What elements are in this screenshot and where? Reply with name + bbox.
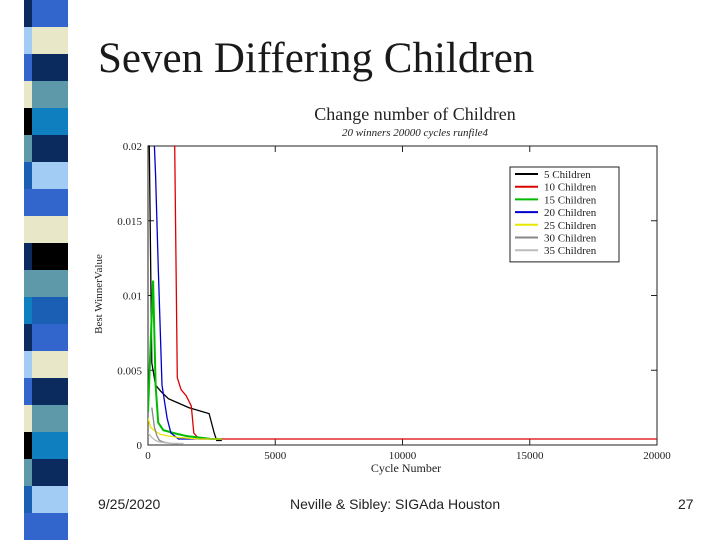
series-line-20-children [153,145,222,440]
stripe-edge-block [24,216,32,243]
slide-title: Seven Differing Children [98,35,535,82]
stripe-edge-block [24,405,32,432]
y-tick-label: 0.02 [123,141,142,153]
chart-subtitle: 20 winners 20000 cycles runfile4 [342,127,489,139]
x-tick-label: 20000 [643,450,671,462]
stripe-block [32,162,68,189]
stripe-block [32,270,68,297]
stripe-block [32,189,68,216]
stripe-block [32,81,68,108]
legend-label: 35 Children [544,245,597,257]
legend-label: 10 Children [544,182,597,194]
footer-date: 9/25/2020 [98,496,161,512]
stripe-block [32,108,68,135]
y-axis-label: Best WinnerValue [93,254,105,334]
stripe-edge-block [24,54,32,81]
stripe-edge-block [24,135,32,162]
x-tick-label: 15000 [516,450,544,462]
legend-label: 5 Children [544,169,591,181]
x-tick-label: 10000 [389,450,417,462]
stripe-edge-block [24,108,32,135]
stripe-edge-block [24,297,32,324]
page-number: 27 [678,496,694,512]
stripe-edge-block [24,513,32,540]
legend-label: 25 Children [544,220,597,232]
chart-title: Change number of Children [314,104,515,124]
legend-box [509,166,620,263]
series-line-5-children [148,145,222,442]
footer-center-text: Neville & Sibley: SIGAda Houston [290,496,501,512]
series-group [148,145,657,445]
series-line-15-children [148,280,222,440]
stripe-block [32,432,68,459]
stripe-block [32,54,68,81]
y-tick-label: 0.005 [117,365,142,377]
stripe-edge-block [24,270,32,297]
stripe-block [32,27,68,54]
stripe-edge-block [24,378,32,405]
stripe-edge-block [24,351,32,378]
stripe-block [32,0,68,27]
stripe-block [32,216,68,243]
stripe-block [32,243,68,270]
stripe-edge-block [24,432,32,459]
legend-label: 15 Children [544,194,597,206]
stripe-edge-block [24,27,32,54]
stripe-block [32,351,68,378]
stripe-edge-block [24,486,32,513]
series-line-25-children [148,417,222,440]
y-tick-label: 0 [137,440,143,452]
series-line-30-children [151,407,179,445]
stripe-block [32,297,68,324]
stripe-edge-block [24,243,32,270]
x-tick-label: 5000 [264,450,287,462]
stripe-block [32,486,68,513]
stripe-block [32,324,68,351]
stripe-edge-block [24,459,32,486]
stripe-edge-block [24,324,32,351]
stripe-block [32,513,68,540]
series-line-35-children [148,432,184,445]
y-tick-label: 0.015 [117,216,142,228]
stripe-edge-block [24,81,32,108]
legend-label: 20 Children [544,207,597,219]
stripe-block [32,135,68,162]
decorative-stripe [24,0,68,540]
line-chart: Change number of Children 20 winners 200… [93,104,671,475]
stripe-block [32,405,68,432]
stripe-edge-block [24,162,32,189]
stripe-block [32,459,68,486]
legend-label: 30 Children [544,233,597,245]
stripe-edge-block [24,0,32,27]
x-axis-label: Cycle Number [371,461,441,475]
x-tick-label: 0 [145,450,151,462]
stripe-block [32,378,68,405]
y-tick-label: 0.01 [123,291,142,303]
stripe-edge-block [24,189,32,216]
